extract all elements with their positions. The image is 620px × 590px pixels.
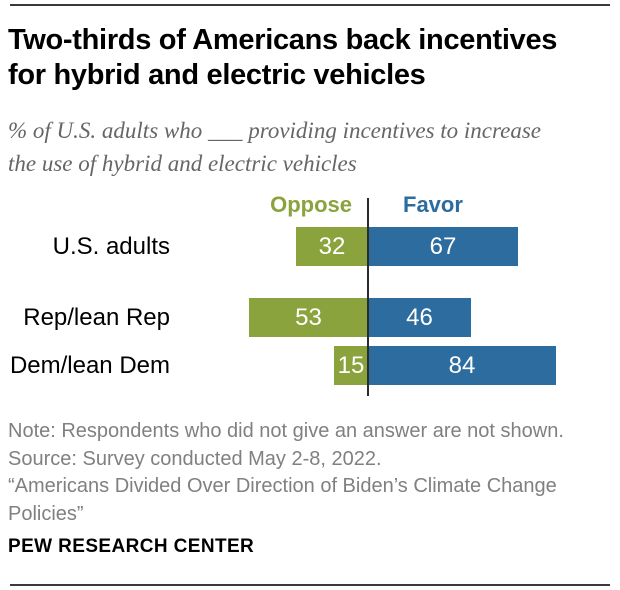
chart-subtitle-line-1: % of U.S. adults who ___ providing incen… xyxy=(8,118,541,143)
oppose-bar-3: 15 xyxy=(334,346,368,385)
category-label: Dem/lean Dem xyxy=(9,352,170,379)
note-block: Note: Respondents who did not give an an… xyxy=(8,418,614,528)
legend-oppose-label: Oppose xyxy=(270,192,352,217)
bar-value-label: 32 xyxy=(318,232,346,260)
top-divider xyxy=(10,4,610,6)
diverging-bar-chart: Oppose Favor U.S. adults 32 67 Rep/lean Rep… xyxy=(0,190,620,400)
chart-title: Two-thirds of Americans back incentives … xyxy=(8,23,614,93)
bar-value-label: 67 xyxy=(429,232,457,260)
favor-bar-3: 84 xyxy=(368,346,556,385)
report-title-line-2: Policies” xyxy=(8,502,84,525)
note-line: Note: Respondents who did not give an an… xyxy=(8,420,564,442)
legend-favor-label: Favor xyxy=(403,192,463,217)
bar-value-label: 15 xyxy=(337,351,365,379)
bottom-divider xyxy=(10,584,610,586)
chart-title-line-2: for hybrid and electric vehicles xyxy=(8,59,426,91)
oppose-bar-1: 32 xyxy=(296,227,368,266)
category-label: U.S. adults xyxy=(52,233,170,260)
bar-value-label: 84 xyxy=(448,351,476,379)
chart-subtitle-line-2: the use of hybrid and electric vehicles xyxy=(8,151,357,176)
pew-research-center-wordmark: PEW RESEARCH CENTER xyxy=(8,536,255,557)
bar-value-label: 53 xyxy=(295,303,322,331)
favor-bar-1: 67 xyxy=(368,227,518,266)
category-label: Rep/lean Rep xyxy=(23,304,170,331)
center-axis-line xyxy=(367,198,369,396)
favor-bar-2: 46 xyxy=(368,298,471,337)
report-title-line-1: “Americans Divided Over Direction of Bid… xyxy=(8,475,557,497)
chart-title-line-1: Two-thirds of Americans back incentives xyxy=(8,24,558,56)
oppose-bar-2: 53 xyxy=(249,298,368,337)
bar-value-label: 46 xyxy=(406,303,433,331)
source-line: Source: Survey conducted May 2-8, 2022. xyxy=(8,447,382,470)
chart-subtitle: % of U.S. adults who ___ providing incen… xyxy=(8,114,614,180)
